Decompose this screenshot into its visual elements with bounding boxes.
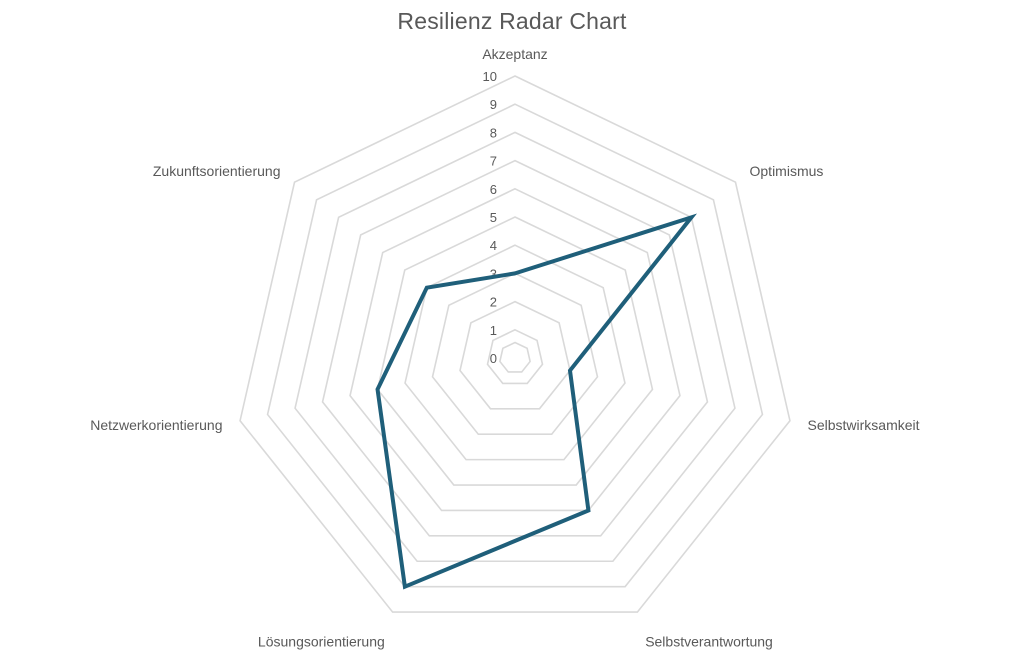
grid-ring-3 [431,272,599,436]
grid-ring-6 [349,187,681,512]
grid-rings [239,75,791,613]
tick-label-2: 2 [490,295,497,310]
axis-labels: Akzeptanz Optimismus Selbstwirksamkeit Selb… [90,46,919,649]
tick-label-10: 10 [483,69,497,84]
grid-ring-0 [499,341,531,373]
grid-ring-10 [239,75,791,613]
tick-label-6: 6 [490,182,497,197]
tick-label-4: 4 [490,238,497,253]
tick-label-1: 1 [490,323,497,338]
grid-ring-5 [376,216,654,486]
tick-label-8: 8 [490,125,497,140]
axis-label-4: Lösungsorientierung [258,633,385,649]
series-line-0 [375,213,698,590]
tick-label-7: 7 [490,154,497,169]
axis-label-1: Optimismus [750,163,824,179]
axis-label-5: Netzwerkorientierung [90,417,222,433]
tick-label-0: 0 [490,351,497,366]
axis-label-6: Zukunftsorientierung [153,163,281,179]
grid-ring-1 [486,328,544,385]
tick-label-3: 3 [490,266,497,281]
grid-ring-4 [404,244,626,461]
tick-label-9: 9 [490,97,497,112]
radial-tick-labels: 0 1 2 3 4 5 6 7 8 9 10 [483,69,497,366]
grid-ring-2 [459,300,571,410]
axis-label-2: Selbstwirksamkeit [808,417,920,433]
axis-label-3: Selbstverantwortung [645,633,773,649]
chart-title: Resilienz Radar Chart [397,8,627,34]
grid-ring-8 [294,131,736,563]
grid-ring-7 [321,159,709,537]
grid-ring-9 [266,103,764,588]
axis-label-0: Akzeptanz [482,46,547,62]
tick-label-5: 5 [490,210,497,225]
series-layer [375,213,698,590]
